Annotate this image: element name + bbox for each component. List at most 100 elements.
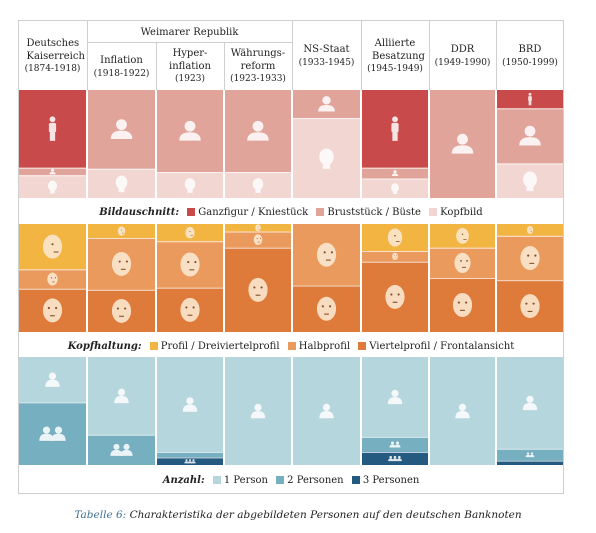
face-icon [520, 246, 540, 271]
header-divider [87, 20, 88, 90]
face-icon [454, 252, 471, 273]
segment-separator [157, 457, 223, 459]
column-name: Währungs-reform [230, 48, 286, 72]
face-icon [316, 296, 337, 321]
legend-title: Kopfhaltung [67, 341, 138, 352]
column-divider [224, 357, 225, 465]
face-icon [47, 272, 58, 286]
legend-item: Halbprofil [298, 341, 351, 352]
column-period: (1874-1918) [24, 64, 81, 74]
face-icon [520, 294, 540, 319]
legend-swatch [358, 341, 367, 350]
segment-separator [88, 168, 155, 170]
segment-separator [362, 178, 428, 180]
person-icon [247, 120, 269, 141]
count-icon [522, 395, 538, 411]
bar-segment [362, 436, 428, 453]
column-header-inflation: Inflation (1918-1922) [87, 55, 156, 80]
legend-title: Anzahl [162, 475, 201, 486]
segment-separator [362, 436, 428, 438]
column-divider [429, 90, 430, 198]
column-divider [292, 90, 293, 198]
column-period: (1923) [175, 74, 205, 84]
segment-separator [157, 287, 223, 289]
person-icon [391, 116, 399, 141]
person-icon [252, 178, 264, 193]
column-header-ns-staat: NS-Staat (1933-1945) [292, 44, 361, 69]
column-period: (1945-1949) [367, 64, 423, 74]
legend-item: 2 Personen [287, 475, 344, 486]
segment-separator [362, 261, 428, 263]
face-icon [111, 251, 132, 276]
column-divider [156, 90, 157, 198]
person-icon [179, 120, 201, 141]
legend-item: Profil / Dreiviertelprofil [160, 341, 280, 352]
legend-swatch [351, 475, 360, 484]
segment-separator [497, 235, 563, 237]
segment-separator [362, 251, 428, 252]
column-header-ddr: DDR (1949-1990) [429, 44, 496, 69]
segment-separator [19, 402, 86, 404]
segment-separator [19, 288, 86, 290]
person-icon [519, 125, 541, 146]
segment-separator [19, 167, 86, 169]
segment-separator [497, 108, 563, 110]
segment-separator [497, 460, 563, 462]
face-icon [456, 227, 469, 244]
bar-segment [19, 402, 86, 465]
segment-separator [88, 238, 155, 240]
face-icon [180, 297, 200, 322]
column-divider [361, 224, 362, 332]
count-icon [184, 459, 196, 464]
column-header-kaiserreich: Deutsches Kaiserreich (1874-1918) [18, 38, 87, 76]
column-divider [224, 90, 225, 198]
legend-anzahl: Anzahl: 1 Person 2 Personen 3 Personen [162, 475, 420, 486]
column-divider [292, 224, 293, 332]
count-icon [455, 403, 470, 419]
segment-separator [430, 278, 495, 279]
column-name: Hyper-inflation [169, 48, 211, 72]
column-divider [156, 224, 157, 332]
bar-segment [497, 448, 563, 461]
header-divider [429, 20, 430, 90]
face-icon [316, 242, 337, 267]
group-header-weimar: Weimarer Republik [140, 27, 239, 38]
header-divider [361, 20, 362, 90]
column-name: Alliierte Besatzung [372, 38, 425, 62]
column-name: Deutsches Kaiserreich [26, 38, 85, 62]
column-period: (1923-1933) [230, 74, 286, 84]
table-caption: Tabelle 6: Charakteristika der abgebilde… [0, 509, 596, 521]
person-icon [319, 148, 334, 169]
group-header-underline [87, 42, 292, 43]
legend-item: 3 Personen [362, 475, 420, 486]
segment-separator [88, 434, 155, 436]
person-icon [49, 168, 56, 175]
column-name: Inflation [100, 55, 143, 66]
column-name: DDR [450, 44, 475, 55]
column-divider [87, 224, 88, 332]
caption-text: Charakteristika der abgebildeten Persone… [129, 509, 522, 521]
face-icon [255, 224, 261, 232]
column-name: BRD [518, 44, 542, 55]
face-icon [117, 226, 126, 236]
legend-kopfhaltung: Kopfhaltung: Profil / Dreiviertelprofil … [67, 341, 515, 352]
column-divider [87, 90, 88, 198]
count-icon [114, 388, 129, 404]
legend-item: Bruststück / Büste [327, 207, 421, 218]
count-icon [389, 441, 401, 448]
column-divider [496, 224, 497, 332]
segment-separator [497, 448, 563, 450]
legend-title: Bildauschnitt [99, 207, 176, 218]
column-name: NS-Staat [303, 44, 350, 55]
count-icon [250, 403, 266, 419]
column-divider [361, 90, 362, 198]
segment-separator [430, 247, 495, 249]
count-icon [525, 452, 535, 458]
caption-label: Tabelle 6: [74, 509, 127, 521]
person-icon [528, 92, 532, 106]
legend-swatch [149, 341, 158, 350]
segment-separator [157, 172, 223, 174]
face-icon [111, 298, 132, 323]
column-divider [87, 357, 88, 465]
